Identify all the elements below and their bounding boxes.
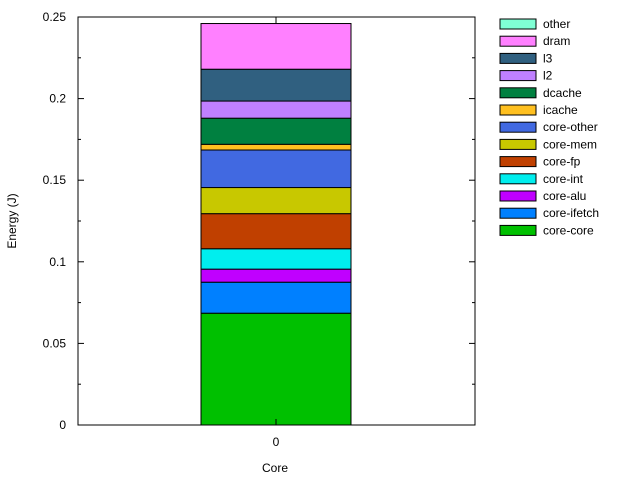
legend-label-dcache: dcache [543,86,582,100]
legend-swatch-core-core [499,224,537,236]
y-axis-label: Energy (J) [5,193,19,248]
legend: other dram l3 l2 dcache icache core-other core-… [499,17,599,237]
legend-swatch-core-ifetch [499,207,537,219]
y-tick-label: 0 [59,418,66,432]
legend-swatch-core-fp [499,156,537,168]
legend-swatch-core-alu [499,190,537,202]
bar-segment-core-int [200,248,352,270]
legend-swatch-core-mem [499,138,537,150]
bar-segment-core-core [200,312,352,426]
bar-stack [200,23,352,426]
y-tick-label: 0.15 [43,173,67,187]
legend-swatch-icache [499,104,537,116]
x-tick-label: 0 [273,435,280,449]
y-axis-ticks: 0 0.05 0.1 0.15 0.2 0.25 [43,10,475,432]
legend-swatch-dcache [499,87,537,99]
bar-segment-icache [200,143,352,151]
legend-label-core-alu: core-alu [543,189,586,203]
legend-label-other: other [543,17,570,31]
bar-segment-dram [200,23,352,70]
legend-label-icache: icache [543,103,578,117]
legend-label-dram: dram [543,34,570,48]
bar-segment-core-fp [200,213,352,250]
y-tick-label: 0.2 [49,92,66,106]
legend-label-l2: l2 [543,69,553,83]
bar-segment-core-ifetch [200,281,352,314]
y-tick-label: 0.25 [43,10,67,24]
bar-segment-core-alu [200,268,352,283]
legend-label-core-mem: core-mem [543,137,597,151]
legend-swatch-core-int [499,173,537,185]
x-axis-ticks: 0 [273,17,280,449]
y-tick-label: 0.05 [43,336,67,350]
y-tick-label: 0.1 [49,255,66,269]
bar-segment-l2 [200,100,352,119]
legend-label-core-other: core-other [543,120,598,134]
bar-segment-core-other [200,149,352,189]
legend-label-l3: l3 [543,51,553,65]
legend-label-core-fp: core-fp [543,155,581,169]
legend-label-core-core: core-core [543,223,594,237]
legend-swatch-other [499,18,537,30]
bar-segment-dcache [200,117,352,145]
bar-segment-l3 [200,68,352,102]
legend-swatch-dram [499,35,537,47]
legend-label-core-int: core-int [543,172,584,186]
legend-swatch-l3 [499,52,537,64]
legend-label-core-ifetch: core-ifetch [543,206,599,220]
x-axis-label: Core [262,461,288,475]
legend-swatch-l2 [499,70,537,82]
bar-segment-core-mem [200,187,352,215]
legend-swatch-core-other [499,121,537,133]
